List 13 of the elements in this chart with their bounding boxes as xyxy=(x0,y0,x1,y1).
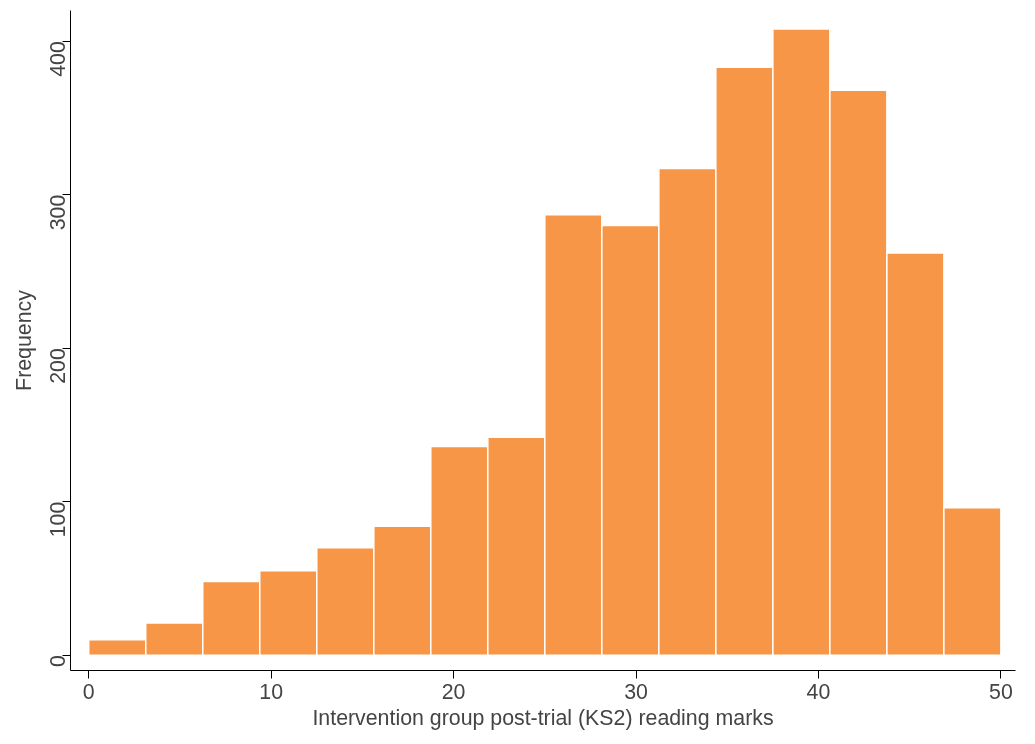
x-tick-label: 50 xyxy=(989,679,1013,704)
y-tick-label: 0 xyxy=(46,655,70,668)
y-tick-label: 300 xyxy=(46,194,70,231)
y-tick-label: 400 xyxy=(46,41,70,77)
y-axis-title: Frequency xyxy=(11,289,36,391)
x-tick-label: 30 xyxy=(624,679,649,704)
x-tick-label: 10 xyxy=(259,679,284,704)
x-tick-label: 0 xyxy=(82,679,95,704)
y-tick-label: 200 xyxy=(46,348,70,384)
x-tick-label: 40 xyxy=(806,679,831,704)
x-axis-title: Intervention group post-trial (KS2) reading marks xyxy=(312,705,774,730)
y-tick-label: 100 xyxy=(46,501,70,538)
x-tick-label: 20 xyxy=(441,679,466,704)
